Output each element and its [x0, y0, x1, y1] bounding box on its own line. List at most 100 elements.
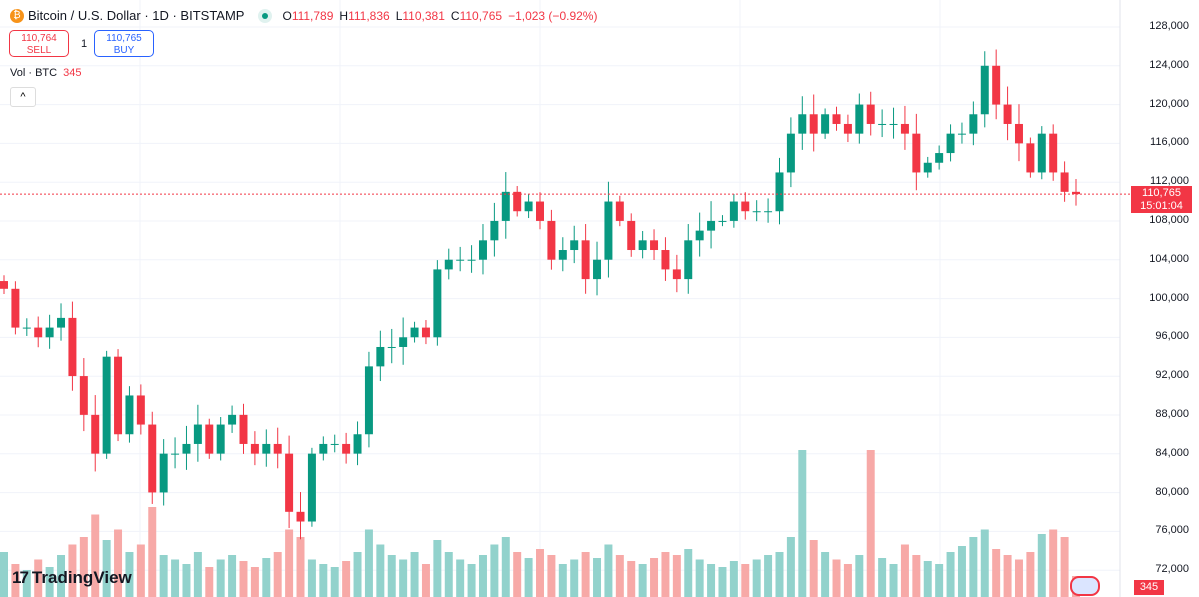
candle-body: [650, 240, 659, 251]
price-tick: 112,000: [1150, 175, 1189, 188]
candle-body: [456, 259, 465, 261]
volume-bar: [558, 564, 567, 597]
volume-bar: [524, 558, 533, 597]
us-market-flag-icon[interactable]: [1070, 576, 1100, 596]
tradingview-logo[interactable]: 17 TradingView: [12, 568, 132, 588]
symbol-title[interactable]: Bitcoin / U.S. Dollar · 1D · BITSTAMP: [28, 8, 245, 23]
candle-body: [672, 269, 681, 280]
volume-bar: [570, 559, 579, 597]
volume-bar: [114, 529, 123, 597]
volume-bar: [239, 561, 248, 597]
volume-bar: [387, 555, 396, 597]
volume-bar: [969, 537, 978, 597]
buy-button[interactable]: 110,765 BUY: [94, 30, 154, 57]
candle-body: [741, 201, 750, 212]
candle-body: [912, 133, 921, 173]
volume-bar: [285, 529, 294, 597]
candle-body: [718, 220, 727, 222]
candle-body: [45, 327, 54, 338]
volume-axis-label: 345: [1134, 580, 1164, 595]
volume-bar: [935, 564, 944, 597]
open-label: O: [282, 8, 292, 23]
price-tick: 104,000: [1149, 252, 1189, 265]
close-value: 110,765: [459, 8, 503, 23]
candle-body: [433, 269, 442, 338]
sell-button[interactable]: 110,764 SELL: [9, 30, 69, 57]
volume-bar: [718, 567, 727, 597]
volume-bar: [467, 564, 476, 597]
candle-body: [855, 104, 864, 134]
change-value: −1,023 (−0.92%): [508, 8, 598, 23]
candle-body: [1049, 133, 1058, 173]
price-tick: 88,000: [1155, 408, 1189, 420]
candle-body: [0, 281, 8, 289]
volume-bar: [376, 544, 385, 597]
candle-body: [1003, 104, 1012, 124]
volume-bar: [102, 540, 111, 597]
candle-body: [1037, 133, 1046, 173]
volume-bar: [342, 561, 351, 597]
candle-body: [353, 434, 362, 454]
volume-bar: [399, 559, 408, 597]
candle-body: [182, 443, 191, 454]
volume-bar: [57, 555, 66, 597]
candle-body: [114, 356, 123, 435]
candle-body: [821, 114, 830, 134]
volume-bar: [171, 559, 180, 597]
price-tick: 84,000: [1155, 446, 1189, 459]
volume-bar: [695, 559, 704, 597]
candle-body: [273, 443, 282, 454]
volume-bar: [992, 549, 1001, 597]
volume-bar: [205, 567, 214, 597]
candle-body: [79, 376, 88, 415]
candle-body: [387, 346, 396, 348]
candle-body: [467, 259, 476, 261]
volume-bar: [478, 555, 487, 597]
volume-bar: [364, 529, 373, 597]
candle-body: [923, 162, 932, 173]
volume-bar: [273, 552, 282, 597]
candle-body: [843, 123, 852, 134]
candle-body: [536, 201, 544, 221]
price-tick: 80,000: [1155, 485, 1189, 498]
volume-bar: [136, 544, 145, 597]
price-tick: 108,000: [1149, 214, 1189, 226]
candle-body: [1014, 123, 1023, 144]
volume-bar: [456, 559, 465, 597]
volume-bar: [228, 555, 237, 597]
price-tick: 72,000: [1155, 563, 1189, 576]
volume-bar: [547, 555, 556, 597]
volume-bar: [672, 555, 681, 597]
volume-bar: [581, 552, 590, 597]
volume-bar: [1026, 552, 1035, 597]
buy-price: 110,765: [106, 33, 142, 44]
candle-body: [342, 443, 351, 454]
candle-body: [775, 172, 784, 212]
candle-body: [399, 337, 408, 347]
open-value: 111,789: [291, 8, 334, 23]
volume-bar: [684, 549, 693, 597]
volume-bar: [832, 559, 841, 597]
price-tick: 76,000: [1155, 524, 1189, 537]
candle-body: [11, 288, 20, 328]
collapse-button[interactable]: ^: [10, 87, 36, 107]
volume-bar: [957, 546, 966, 597]
volume-bar: [980, 529, 989, 597]
volume-bar: [923, 561, 932, 597]
candle-body: [376, 346, 385, 367]
volume-bar: [1014, 559, 1023, 597]
tradingview-logo-mark: 17: [12, 568, 29, 587]
candle-body: [159, 453, 168, 493]
candle-body: [91, 414, 100, 454]
volume-bar: [296, 537, 305, 597]
candle-body: [22, 327, 31, 329]
volume-bar: [604, 544, 613, 597]
price-tick: 120,000: [1149, 97, 1189, 110]
candle-body: [570, 240, 579, 251]
price-tick: 92,000: [1155, 369, 1189, 382]
volume-bar: [900, 544, 909, 597]
volume-bar: [1037, 534, 1046, 597]
candle-body: [581, 240, 590, 280]
volume-bar: [809, 540, 818, 597]
